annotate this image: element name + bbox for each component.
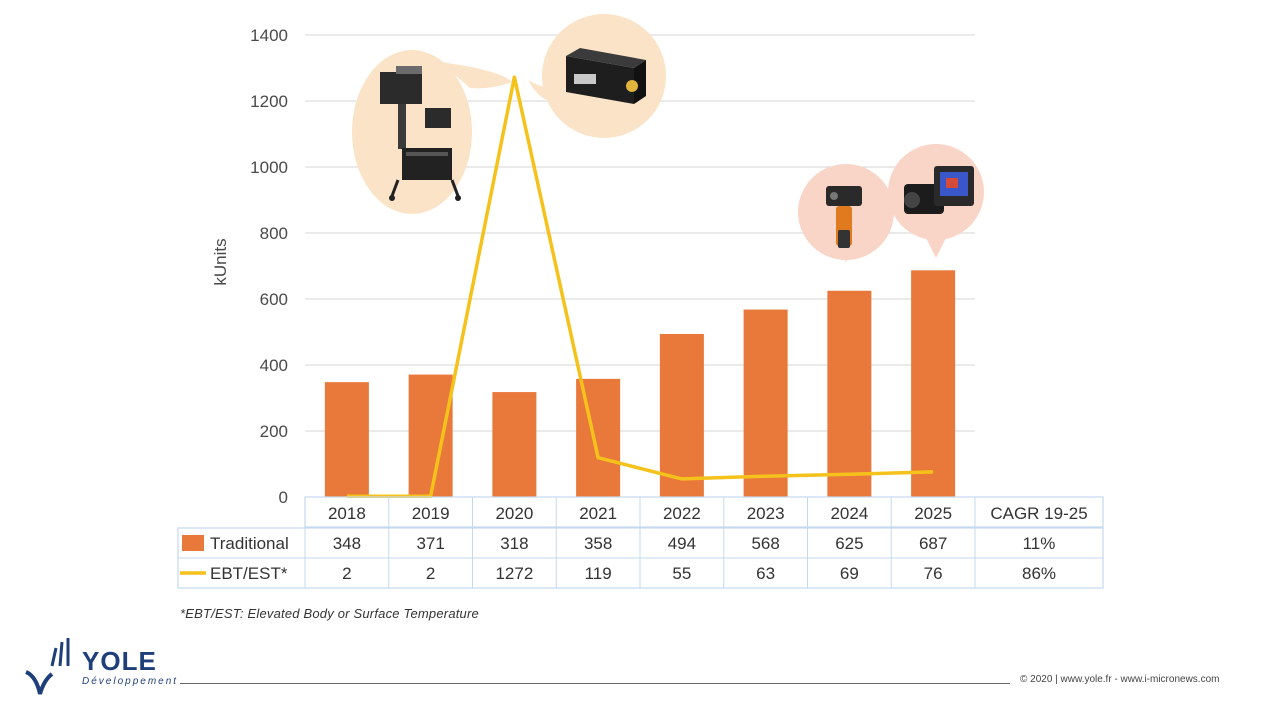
yole-logo-mark	[25, 638, 70, 695]
line-ebt-est	[346, 75, 934, 499]
table-cell-value: 568	[751, 534, 779, 553]
y-tick-label: 800	[260, 224, 288, 243]
table-year-header: 2024	[830, 504, 868, 523]
handheld-camera-bubble	[798, 164, 894, 262]
legend-series-name: EBT/EST*	[210, 564, 288, 583]
legend-swatch-bar	[182, 535, 204, 551]
y-tick-label: 400	[260, 356, 288, 375]
table-cell-value: 687	[919, 534, 947, 553]
table-year-header: 2019	[412, 504, 450, 523]
y-tick-labels: 0 200 400 600 800 1000 1200 1400	[250, 26, 288, 507]
handheld-thermal-gun-icon	[826, 186, 862, 248]
footer-copyright: © 2020 | www.yole.fr - www.i-micronews.c…	[1020, 674, 1220, 685]
bar	[659, 333, 704, 497]
professional-thermal-camera-icon	[904, 166, 974, 214]
table-cagr-value: 86%	[1022, 564, 1056, 583]
table-cell-value: 348	[333, 534, 361, 553]
footer-divider	[180, 683, 1010, 684]
table-cell-value: 358	[584, 534, 612, 553]
logo-wordmark: YOLE	[82, 646, 157, 676]
bar	[324, 382, 369, 497]
walkthrough-scanner-bubble	[352, 50, 512, 214]
yole-logo: YOLE Développement	[22, 636, 182, 706]
table-cell-value: 55	[672, 564, 691, 583]
table-year-header: 2021	[579, 504, 617, 523]
table-cell-value: 2	[342, 564, 351, 583]
pro-camera-bubble	[888, 144, 984, 258]
bar	[911, 270, 956, 497]
bar	[576, 378, 621, 497]
table-cagr-value: 11%	[1023, 534, 1056, 553]
table-cell-value: 371	[416, 534, 444, 553]
thermal-camera-icon	[566, 48, 646, 104]
fixed-camera-bubble	[528, 14, 666, 138]
product-illustrations	[352, 14, 984, 262]
y-tick-label: 1000	[250, 158, 288, 177]
data-table: 2018 2019 2020 2021 2022 2023 2024 2025 CAGR 19-…	[177, 496, 1104, 589]
y-tick-label: 600	[260, 290, 288, 309]
table-cell-value: 76	[924, 564, 943, 583]
table-cell-value: 625	[835, 534, 863, 553]
table-year-header: 2025	[914, 504, 952, 523]
table-cell-value: 63	[756, 564, 775, 583]
logo-subtitle: Développement	[82, 676, 179, 687]
bar	[492, 392, 537, 497]
y-tick-label: 1400	[250, 26, 288, 45]
table-cagr-header: CAGR 19-25	[990, 504, 1087, 523]
table-year-header: 2022	[663, 504, 701, 523]
bar	[408, 374, 453, 497]
table-cell-value: 2	[426, 564, 435, 583]
table-cell-value: 494	[668, 534, 696, 553]
footnote: *EBT/EST: Elevated Body or Surface Tempe…	[180, 606, 479, 621]
y-tick-label: 200	[260, 422, 288, 441]
bar	[827, 290, 872, 497]
table-cell-value: 1272	[495, 564, 533, 583]
bars-traditional	[324, 270, 956, 497]
legend-series-name: Traditional	[210, 534, 289, 553]
table-year-header: 2020	[495, 504, 533, 523]
table-cell-value: 69	[840, 564, 859, 583]
kiosk-camera-icon	[380, 66, 461, 201]
table-year-header: 2023	[747, 504, 785, 523]
y-axis-label: kUnits	[211, 238, 230, 285]
bar	[743, 309, 788, 497]
y-tick-label: 1200	[250, 92, 288, 111]
table-year-header: 2018	[328, 504, 366, 523]
table-cell-value: 318	[500, 534, 528, 553]
table-cell-value: 119	[585, 564, 612, 583]
y-tick-label: 0	[279, 488, 288, 507]
